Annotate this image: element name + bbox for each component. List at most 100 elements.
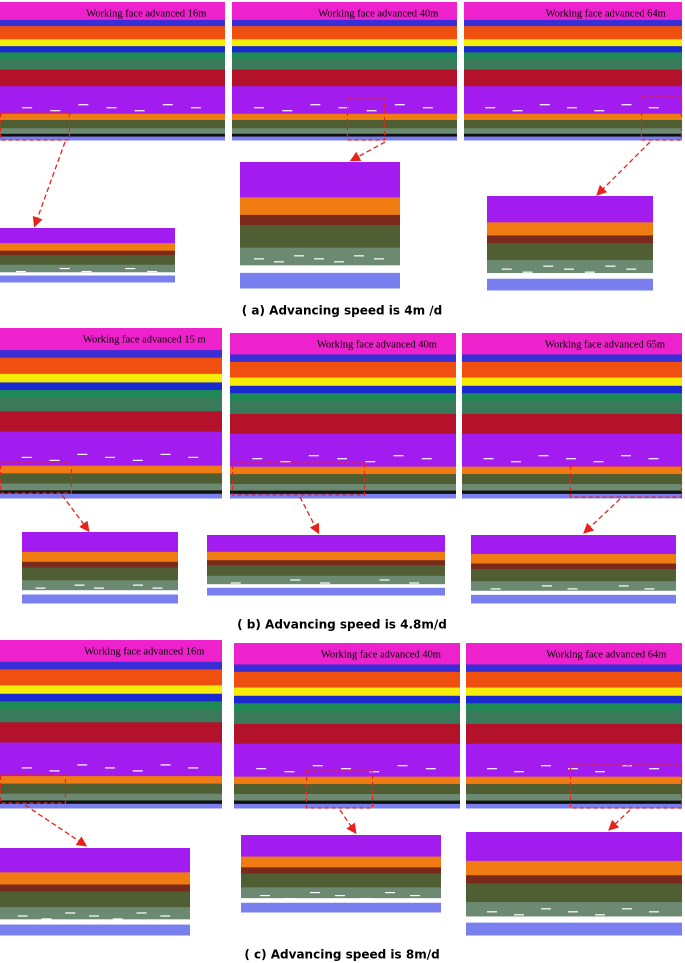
rock-layer xyxy=(22,551,178,563)
rock-layer xyxy=(22,561,178,568)
rock-layer xyxy=(234,664,460,673)
rock-layer xyxy=(230,466,456,475)
rock-layer xyxy=(462,377,682,387)
rock-layer xyxy=(464,39,682,47)
rock-layer xyxy=(0,86,225,115)
fracture xyxy=(74,584,85,586)
fracture xyxy=(595,914,605,916)
rock-layer xyxy=(466,860,682,876)
fracture xyxy=(17,915,28,917)
fracture xyxy=(113,590,124,592)
rock-layer xyxy=(462,466,682,475)
fracture xyxy=(59,267,70,270)
fracture xyxy=(260,894,270,897)
rock-layer xyxy=(0,357,222,375)
zoom-arrow xyxy=(349,141,386,162)
model-panel xyxy=(232,2,457,141)
rock-layer xyxy=(0,19,225,27)
rock-layer xyxy=(466,784,682,795)
rock-layer xyxy=(462,361,682,379)
zoom-box xyxy=(231,462,366,496)
rock-layer xyxy=(0,46,225,53)
fracture xyxy=(618,585,629,587)
rock-layer xyxy=(241,856,441,868)
rock-layer xyxy=(464,26,682,40)
rock-layer xyxy=(471,594,676,604)
model-panel xyxy=(462,333,682,499)
fracture xyxy=(132,770,143,772)
panel-label: Working face advanced 64m xyxy=(546,8,666,19)
rock-layer xyxy=(232,52,457,60)
zoom-arrow xyxy=(61,494,90,533)
zoom-panel xyxy=(487,196,653,291)
fracture xyxy=(425,768,436,770)
zoom-panel xyxy=(240,162,400,289)
fracture xyxy=(230,582,241,584)
rock-layer xyxy=(0,133,225,138)
fracture xyxy=(648,107,659,109)
rock-layer xyxy=(234,776,460,785)
fracture xyxy=(605,265,616,267)
fracture xyxy=(516,591,527,593)
fracture xyxy=(334,261,344,263)
fracture xyxy=(280,461,291,463)
fracture xyxy=(379,579,390,581)
model-panel xyxy=(230,333,456,499)
rock-layer xyxy=(234,671,460,689)
rock-layer xyxy=(22,594,178,604)
fracture xyxy=(538,455,549,457)
fracture xyxy=(366,110,377,112)
rock-layer xyxy=(0,661,222,670)
panel-label: Working face advanced 15 m xyxy=(83,334,206,345)
fracture xyxy=(541,585,552,587)
zoom-arrow xyxy=(608,809,631,831)
rock-layer xyxy=(0,722,222,743)
fracture xyxy=(567,107,577,109)
fracture xyxy=(621,104,632,106)
fracture xyxy=(77,764,88,766)
rock-layer xyxy=(0,328,222,351)
rock-layer xyxy=(241,867,441,874)
rock-layer xyxy=(466,723,682,745)
rock-layer xyxy=(241,898,441,904)
fracture xyxy=(160,453,171,455)
rock-layer xyxy=(0,128,225,135)
fracture xyxy=(543,265,554,267)
rock-layer xyxy=(234,695,460,704)
zoom-arrow xyxy=(583,498,621,534)
rock-layer xyxy=(464,119,682,129)
fracture xyxy=(374,258,384,260)
rock-layer xyxy=(0,397,222,412)
rock-layer xyxy=(234,687,460,697)
rock-layer xyxy=(487,243,653,261)
rock-layer xyxy=(466,902,682,917)
fracture xyxy=(103,273,114,276)
zoom-panel xyxy=(241,835,441,913)
rock-layer xyxy=(464,58,682,71)
rock-layer xyxy=(466,743,682,778)
rock-layer xyxy=(464,2,682,21)
fracture xyxy=(284,771,295,773)
rock-layer xyxy=(0,793,222,801)
fracture xyxy=(566,458,576,460)
rock-layer xyxy=(0,669,222,686)
rock-layer xyxy=(0,907,190,920)
fracture xyxy=(256,768,267,770)
rock-layer xyxy=(234,710,460,725)
fracture xyxy=(162,104,173,106)
fracture xyxy=(94,587,104,589)
rock-layer xyxy=(241,835,441,858)
fracture xyxy=(21,767,32,769)
rock-layer xyxy=(462,400,682,415)
fracture xyxy=(308,455,319,457)
rock-layer xyxy=(0,891,190,908)
rock-layer xyxy=(466,695,682,704)
fracture xyxy=(568,768,578,770)
rock-layer xyxy=(0,924,190,936)
rock-layer xyxy=(230,377,456,387)
fracture xyxy=(285,897,295,900)
rock-layer xyxy=(0,2,225,21)
rock-layer xyxy=(207,575,445,585)
rock-layer xyxy=(0,136,225,141)
rock-layer xyxy=(471,581,676,592)
